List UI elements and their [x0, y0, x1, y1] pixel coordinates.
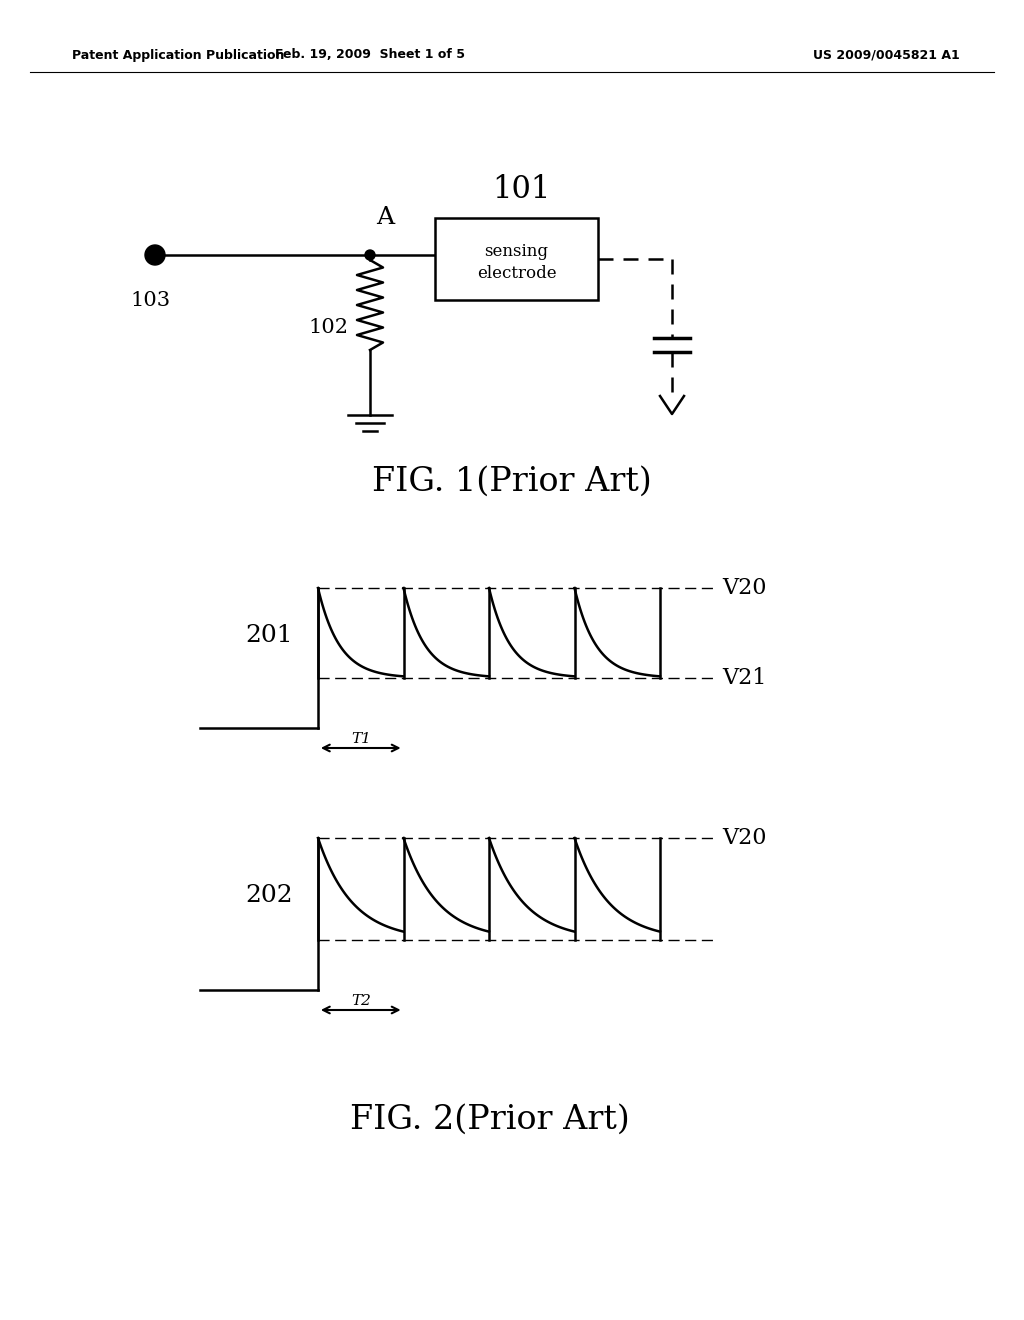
Text: 101: 101 [493, 174, 551, 206]
Text: V20: V20 [722, 828, 767, 849]
Bar [435, 218, 598, 300]
Text: 102: 102 [308, 318, 348, 337]
Text: FIG. 2(Prior Art): FIG. 2(Prior Art) [350, 1104, 630, 1137]
Text: T2: T2 [351, 994, 371, 1008]
Text: 201: 201 [245, 623, 293, 647]
Text: 103: 103 [130, 290, 170, 309]
Text: 202: 202 [245, 883, 293, 907]
Text: V20: V20 [722, 577, 767, 599]
Text: electrode: electrode [477, 265, 556, 282]
Circle shape [365, 249, 375, 260]
Text: sensing: sensing [484, 243, 549, 260]
Text: Patent Application Publication: Patent Application Publication [72, 49, 285, 62]
Text: US 2009/0045821 A1: US 2009/0045821 A1 [813, 49, 961, 62]
Text: FIG. 1(Prior Art): FIG. 1(Prior Art) [372, 466, 652, 498]
Circle shape [145, 246, 165, 265]
Text: A: A [376, 206, 394, 230]
Text: Feb. 19, 2009  Sheet 1 of 5: Feb. 19, 2009 Sheet 1 of 5 [275, 49, 465, 62]
Text: V21: V21 [722, 667, 766, 689]
Text: T1: T1 [351, 733, 371, 746]
